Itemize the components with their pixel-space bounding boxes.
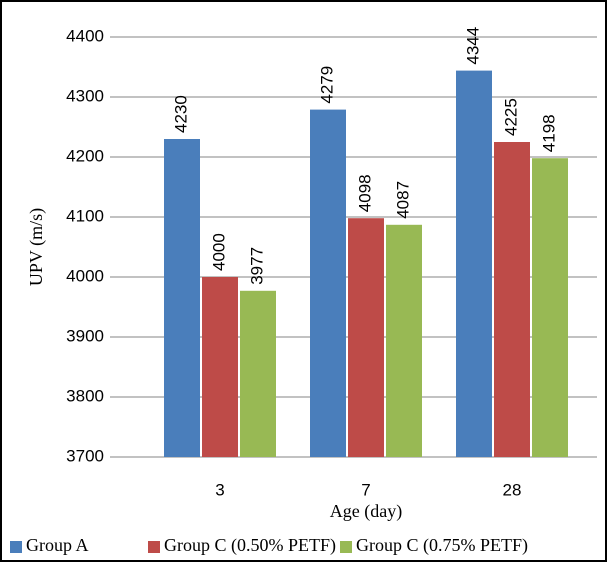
data-label: 4344 (463, 27, 482, 65)
y-tick-label: 4300 (66, 86, 104, 105)
data-label: 3977 (247, 247, 266, 285)
y-tick-label: 4400 (66, 26, 104, 45)
legend-label: Group C (0.75% PETF) (356, 535, 528, 556)
data-label: 4279 (317, 66, 336, 104)
x-axis-title: Age (day) (330, 501, 402, 522)
bar (456, 70, 492, 457)
x-tick-label: 28 (503, 480, 522, 499)
bar (348, 218, 384, 457)
y-tick-label: 3800 (66, 386, 104, 405)
y-tick-label: 4100 (66, 206, 104, 225)
y-tick-label: 3900 (66, 326, 104, 345)
bar (240, 290, 276, 457)
x-tick-label: 7 (361, 480, 370, 499)
bar (532, 158, 568, 457)
data-label: 4198 (539, 114, 558, 152)
legend-swatch (340, 541, 352, 553)
y-axis-title: UPV (m/s) (26, 208, 47, 286)
bar (310, 109, 346, 457)
bar (494, 142, 530, 457)
bar (386, 224, 422, 457)
legend-swatch (148, 541, 160, 553)
data-label: 4225 (501, 98, 520, 136)
y-tick-label: 4000 (66, 266, 104, 285)
x-tick-label: 3 (215, 480, 224, 499)
data-label: 4230 (171, 95, 190, 133)
legend-label: Group C (0.50% PETF) (164, 535, 336, 556)
legend-swatch (10, 541, 22, 553)
y-tick-label: 3700 (66, 446, 104, 465)
y-tick-label: 4200 (66, 146, 104, 165)
data-label: 4098 (355, 174, 374, 212)
legend-label: Group A (26, 535, 89, 555)
data-label: 4087 (393, 181, 412, 219)
bar (164, 139, 200, 457)
data-label: 4000 (209, 233, 228, 271)
bar (202, 277, 238, 457)
